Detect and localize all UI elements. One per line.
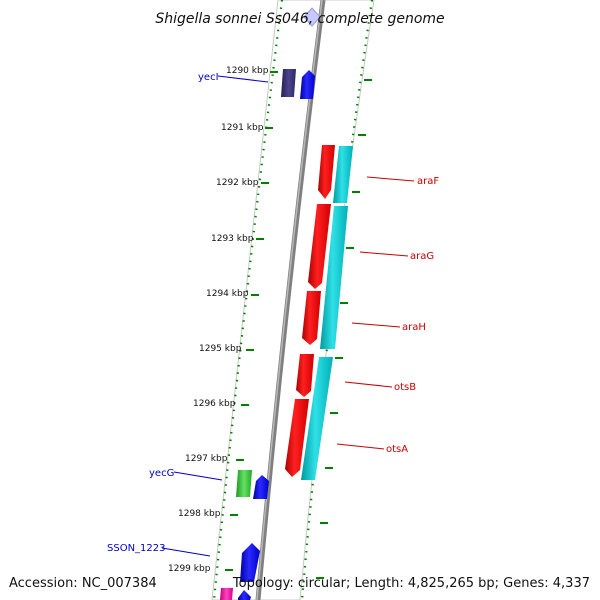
gene-label-otsB[interactable]: otsB [394,382,416,393]
inner-ring-ticks [225,71,278,571]
outer-ring-ticks [316,79,372,579]
gene-label-araH[interactable]: araH [402,322,426,333]
gene-feature-otsB[interactable] [296,354,314,397]
kbp-label: 1296 kbp [193,399,236,409]
gene-feature-araH[interactable] [302,291,321,345]
gene-label-araF[interactable]: araF [417,176,439,187]
gene-label-araG[interactable]: araG [410,251,434,262]
gene-feature-araG[interactable] [308,204,331,289]
label-leader-lines [161,75,415,557]
gene-labels: yecI yecG SSON_1223 araF araG araH otsB … [107,72,439,554]
gene-feature-yecG-cds[interactable] [253,475,269,499]
kbp-label: 1298 kbp [178,509,221,519]
accession-text: Accession: NC_007384 [9,576,157,591]
kbp-label: 1297 kbp [185,454,228,464]
kbp-label: 1291 kbp [221,123,264,133]
gene-feature-yecI-cds[interactable] [300,70,315,99]
gene-feature-cyan-2[interactable] [320,206,348,349]
position-marker-icon [303,7,321,27]
gene-feature-bottom-blue[interactable] [238,590,251,600]
gene-label-yecG[interactable]: yecG [149,468,174,479]
gene-feature-yecI[interactable] [281,69,296,97]
kbp-label: 1293 kbp [211,234,254,244]
gene-label-SSON_1223[interactable]: SSON_1223 [107,543,166,554]
map-title: Shigella sonnei Ss046, complete genome [155,11,444,27]
gene-label-yecI[interactable]: yecI [198,72,219,83]
kbp-label: 1292 kbp [216,178,259,188]
gene-feature-cyan-1[interactable] [333,146,353,203]
gene-feature-araF[interactable] [318,145,335,199]
kbp-label: 1299 kbp [168,564,211,574]
forward-strand-features [301,146,353,480]
topology-text: Topology: circular; Length: 4,825,265 bp… [232,576,590,591]
kbp-label: 1294 kbp [206,289,249,299]
kbp-label: 1295 kbp [199,344,242,354]
gene-feature-bottom-pink[interactable] [220,588,233,600]
gene-feature-otsA[interactable] [285,399,309,477]
reverse-strand-features [220,69,335,600]
gene-feature-SSON_1223[interactable] [240,543,260,582]
kbp-scale-labels: 1290 kbp 1291 kbp 1292 kbp 1293 kbp 1294… [168,66,269,574]
gene-label-otsA[interactable]: otsA [386,444,408,455]
kbp-label: 1290 kbp [226,66,269,76]
gene-feature-cyan-3[interactable] [301,357,333,480]
gene-feature-yecG[interactable] [236,470,252,497]
